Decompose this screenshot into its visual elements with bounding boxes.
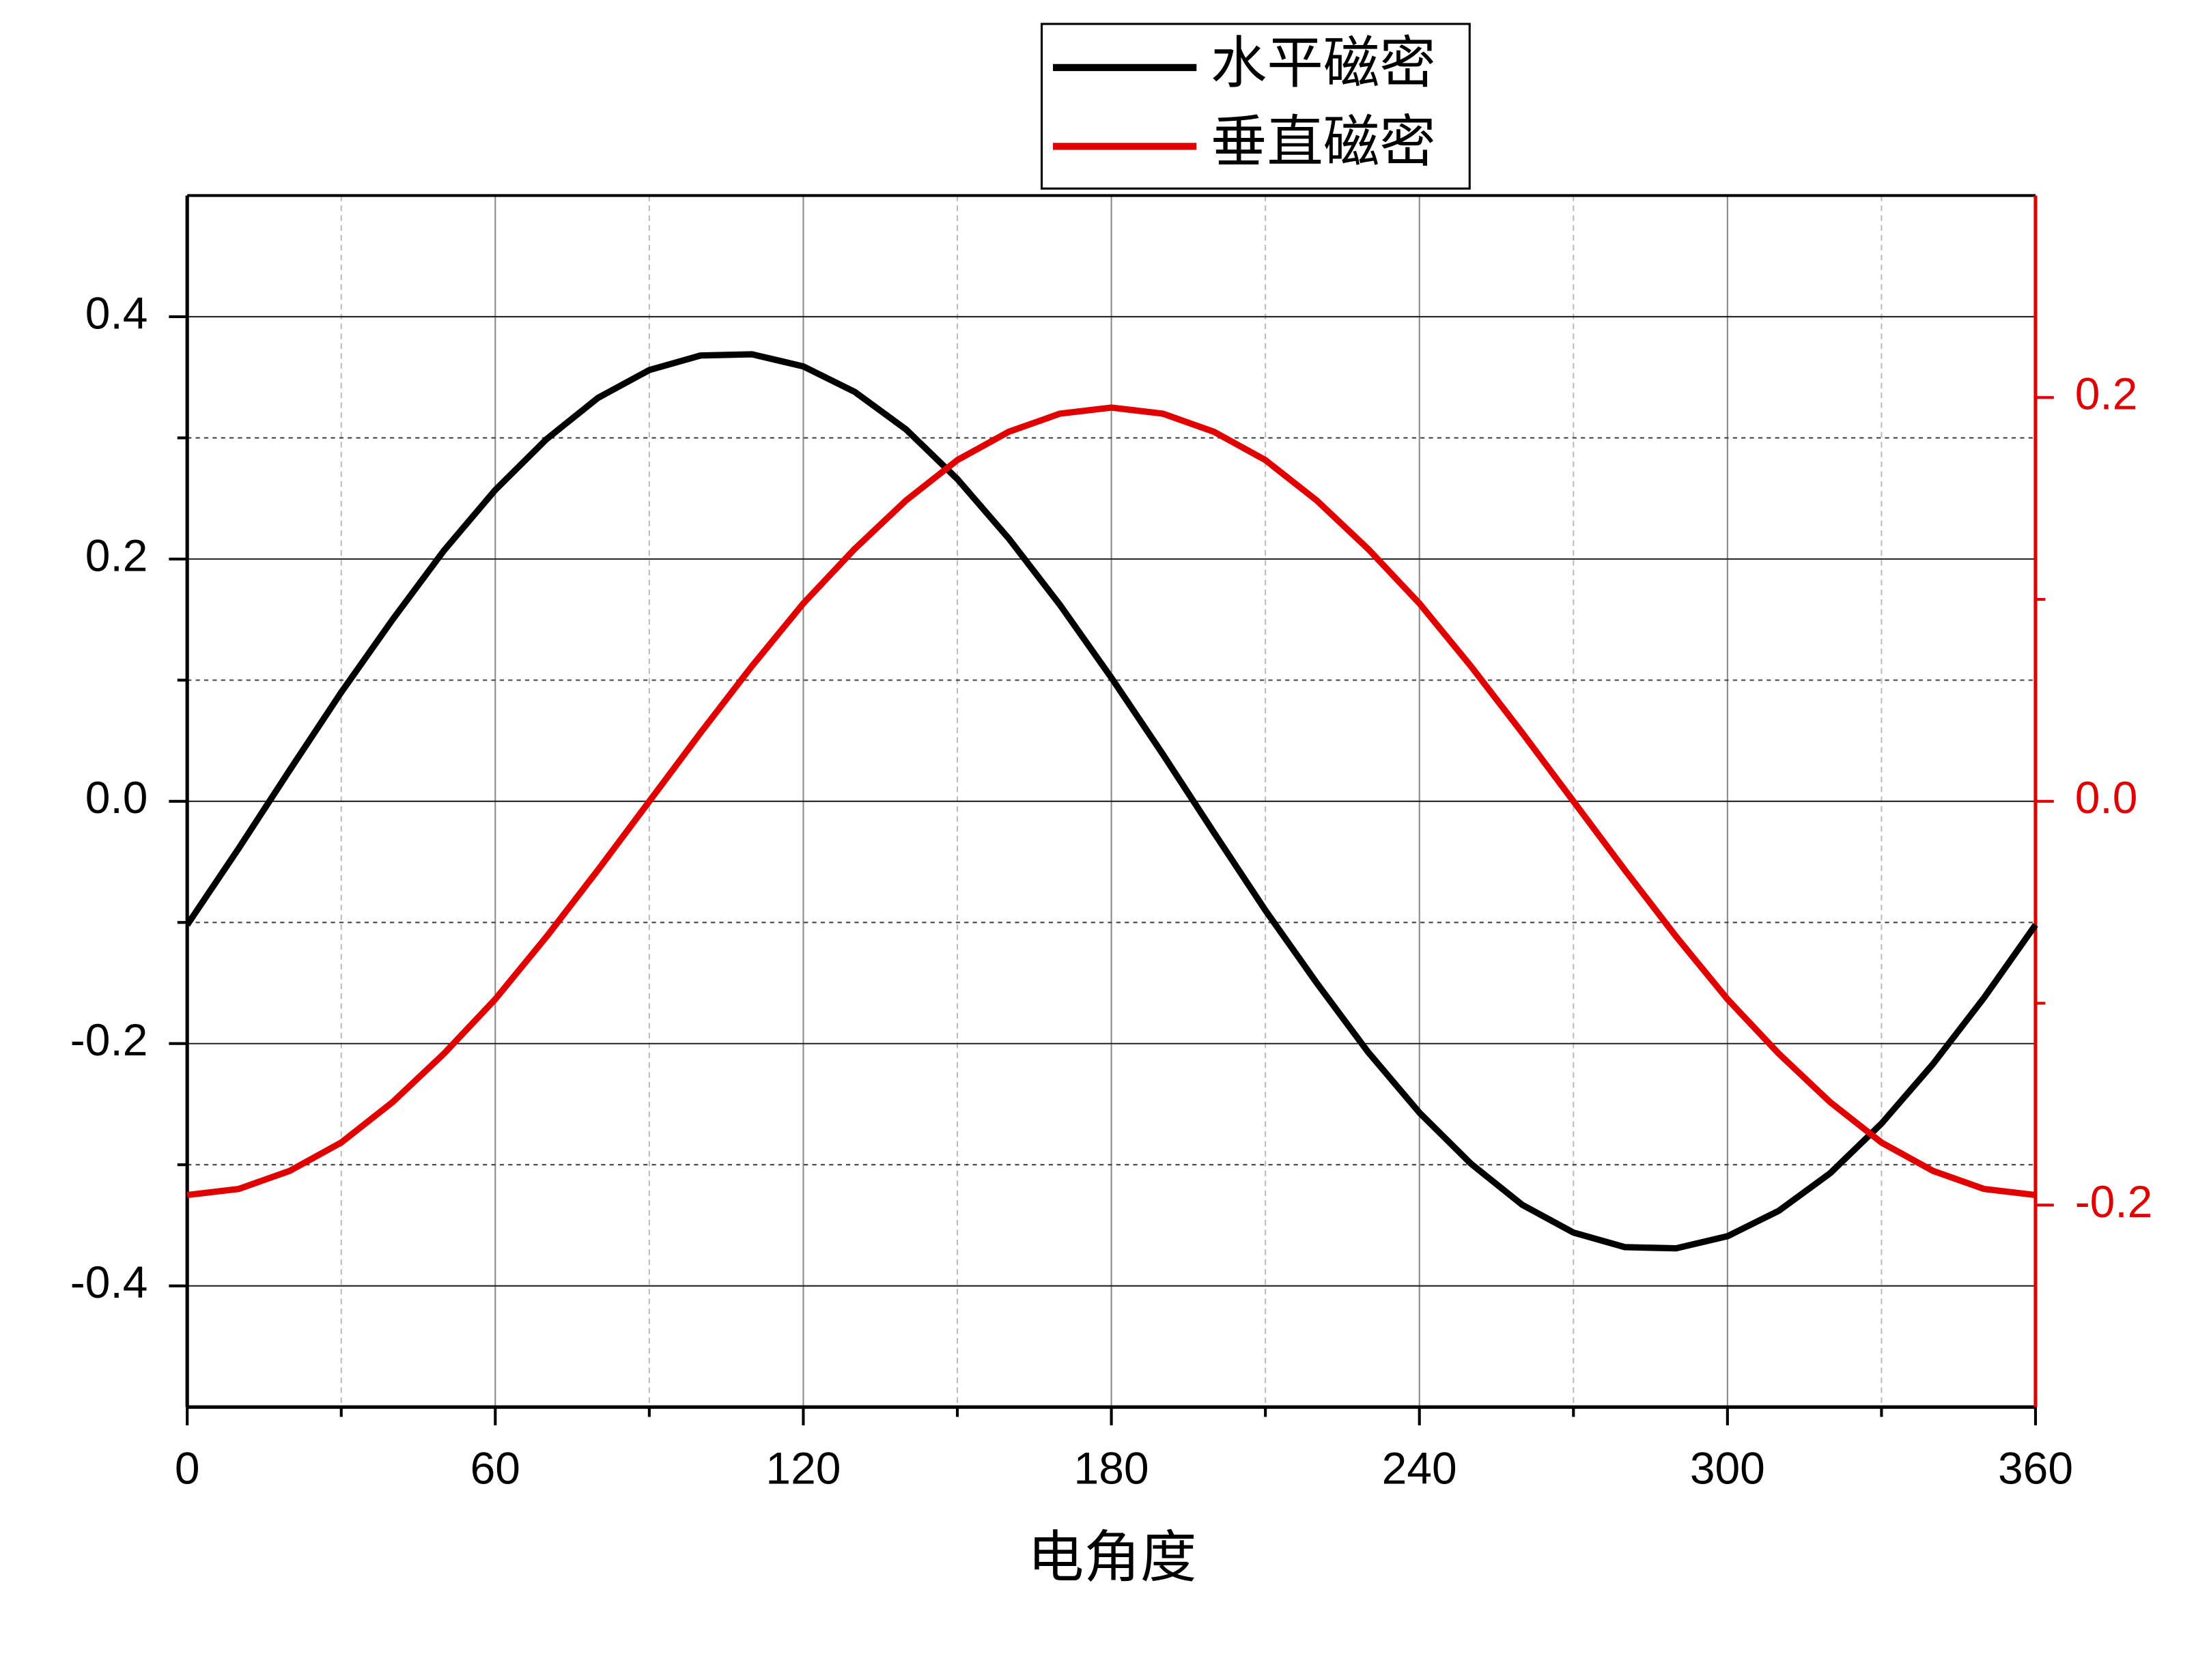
y-tick-label: 0.0 [85,772,148,823]
legend-label: 垂直磁密 [1211,109,1436,175]
x-tick-label: 300 [1690,1442,1765,1493]
legend-box [1040,23,1471,190]
series-line [186,404,2036,1199]
y-tick-label: 0.2 [85,530,148,580]
x-tick-label: 0 [175,1442,200,1493]
x-tick-label: 120 [765,1442,841,1493]
y-tick-label: -0.2 [70,1014,148,1065]
y2-tick-label: 0.0 [2075,772,2138,823]
x-tick-label: 60 [470,1442,520,1493]
x-tick-label: 180 [1074,1442,1149,1493]
x-tick-label: 360 [1998,1442,2073,1493]
x-axis-label: 电角度 [1028,1524,1196,1590]
legend-label: 水平磁密 [1211,30,1436,96]
y-tick-label: 0.4 [85,287,148,338]
x-tick-label: 240 [1382,1442,1457,1493]
y-tick-label: -0.4 [70,1257,148,1307]
y2-tick-label: -0.2 [2075,1176,2153,1227]
series-line [184,351,2038,1252]
y2-tick-label: 0.2 [2075,369,2138,419]
